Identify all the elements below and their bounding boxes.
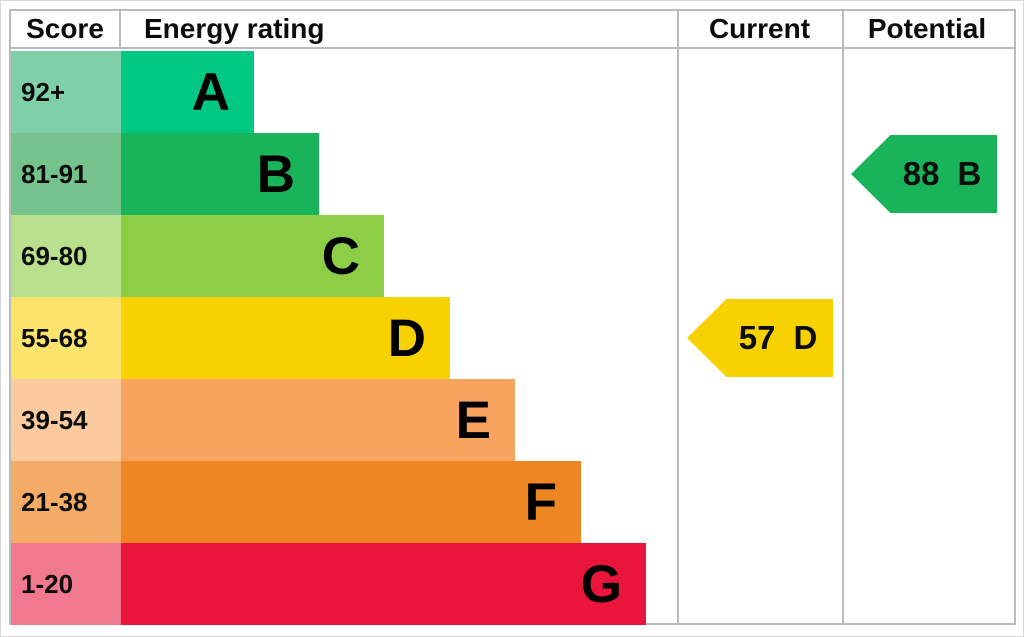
rating-bar-c: C bbox=[121, 215, 384, 297]
divider-current-column bbox=[677, 11, 679, 623]
score-cell-b: 81-91 bbox=[11, 133, 121, 215]
divider-potential-column bbox=[842, 11, 844, 623]
score-cell-g: 1-20 bbox=[11, 543, 121, 625]
rating-bar-d: D bbox=[121, 297, 450, 379]
rating-bar-b: B bbox=[121, 133, 319, 215]
epc-table: Score Energy rating Current Potential 92… bbox=[9, 9, 1016, 625]
header-potential: Potential bbox=[867, 13, 987, 44]
header-energy-rating: Energy rating bbox=[144, 13, 325, 44]
band-row-d: 55-68 D bbox=[11, 297, 1014, 379]
current-rating-value: 57 bbox=[738, 319, 776, 356]
score-cell-a: 92+ bbox=[11, 51, 121, 133]
potential-rating-letter: B bbox=[957, 155, 982, 192]
header-current: Current bbox=[708, 13, 811, 44]
current-rating-letter: D bbox=[793, 319, 818, 356]
score-cell-e: 39-54 bbox=[11, 379, 121, 461]
band-row-e: 39-54 E bbox=[11, 379, 1014, 461]
rating-bar-e: E bbox=[121, 379, 515, 461]
rating-bar-a: A bbox=[121, 51, 254, 133]
rating-bar-g: G bbox=[121, 543, 646, 625]
score-cell-c: 69-80 bbox=[11, 215, 121, 297]
table-header: Score Energy rating Current Potential bbox=[11, 11, 1014, 49]
band-row-f: 21-38 F bbox=[11, 461, 1014, 543]
band-rows: 92+ A 81-91 B 69-80 C 55-68 D 39-54 E 21… bbox=[11, 51, 1014, 625]
header-score: Score bbox=[11, 11, 121, 47]
band-row-c: 69-80 C bbox=[11, 215, 1014, 297]
band-row-a: 92+ A bbox=[11, 51, 1014, 133]
score-cell-f: 21-38 bbox=[11, 461, 121, 543]
score-cell-d: 55-68 bbox=[11, 297, 121, 379]
band-row-b: 81-91 B bbox=[11, 133, 1014, 215]
potential-rating-value: 88 bbox=[902, 155, 940, 192]
rating-bar-f: F bbox=[121, 461, 581, 543]
band-row-g: 1-20 G bbox=[11, 543, 1014, 625]
